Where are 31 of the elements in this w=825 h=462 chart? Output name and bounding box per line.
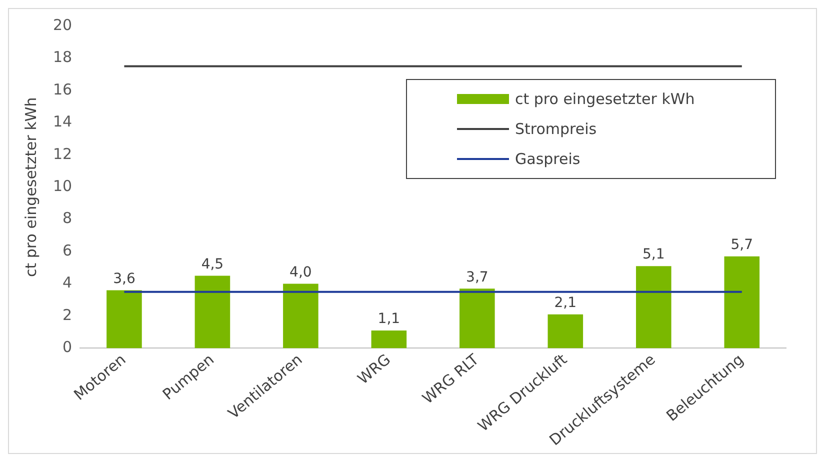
data-label: 3,6	[113, 270, 136, 287]
y-tick-label: 18	[52, 48, 72, 66]
y-tick-label: 14	[52, 112, 72, 131]
data-label: 4,5	[201, 256, 224, 272]
data-label: 5,1	[642, 246, 665, 263]
legend-label: Strompreis	[515, 120, 597, 138]
bar	[548, 314, 584, 348]
y-tick-label: 0	[62, 338, 72, 356]
bar	[371, 330, 407, 348]
data-label: 4,0	[290, 264, 312, 280]
bar	[283, 284, 318, 348]
data-label: 2,1	[554, 295, 577, 312]
y-tick-label: 12	[52, 144, 72, 163]
y-tick-label: 20	[52, 16, 72, 34]
bar	[636, 266, 672, 348]
data-label: 5,7	[730, 237, 754, 254]
bar	[106, 290, 142, 348]
y-tick-label: 8	[62, 209, 72, 228]
y-tick-label: 16	[52, 80, 72, 98]
legend-label: ct pro eingesetzter kWh	[515, 90, 695, 108]
data-label: 1,1	[378, 311, 400, 328]
y-tick-label: 4	[62, 274, 72, 292]
y-axis-title: ct pro eingesetzter kWh	[22, 97, 40, 277]
bar	[460, 288, 495, 348]
y-tick-label: 6	[62, 241, 72, 260]
bar	[194, 276, 230, 348]
y-tick-label: 10	[52, 177, 72, 196]
data-label: 3,7	[466, 269, 488, 286]
legend-label: Gaspreis	[515, 150, 580, 168]
bar	[724, 256, 760, 348]
y-tick-label: 2	[62, 306, 72, 324]
